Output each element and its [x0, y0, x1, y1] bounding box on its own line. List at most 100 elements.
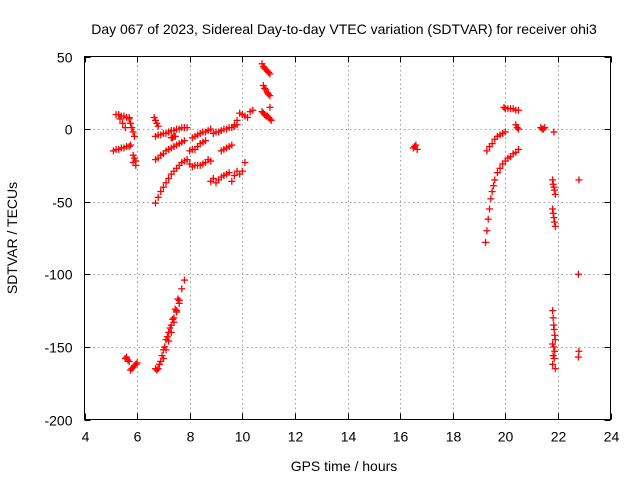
- data-point: [175, 299, 183, 307]
- data-point: [496, 164, 504, 172]
- data-point: [241, 158, 249, 166]
- data-point: [162, 346, 170, 354]
- data-point: [207, 125, 215, 133]
- data-point: [159, 355, 167, 363]
- y-tick-label: -150: [44, 340, 72, 356]
- series-arc-e5: [217, 141, 236, 155]
- data-point: [180, 137, 188, 145]
- data-point: [488, 140, 496, 148]
- data-point: [488, 188, 496, 196]
- data-point: [162, 179, 170, 187]
- data-point: [166, 324, 174, 332]
- data-point: [154, 193, 162, 201]
- data-point: [493, 169, 501, 177]
- data-point: [501, 128, 509, 136]
- y-axis-label: SDTVAR / TECUs: [4, 182, 20, 294]
- y-tick-label: -50: [52, 195, 72, 211]
- series-arc-k3: [549, 307, 559, 373]
- y-tick-label: -100: [44, 267, 72, 283]
- series-arc-e1: [183, 156, 215, 171]
- x-tick-label: 4: [82, 429, 90, 445]
- series-arc-d1: [152, 157, 188, 207]
- data-point: [228, 177, 236, 185]
- data-point: [119, 119, 127, 127]
- data-point: [413, 145, 421, 153]
- x-axis-label: GPS time / hours: [291, 458, 398, 474]
- y-axis: 50 0 -50 -100 -150 -200: [44, 50, 611, 429]
- data-point: [249, 106, 257, 114]
- series-arc-e4: [209, 121, 241, 137]
- series-arc-f1: [207, 169, 233, 187]
- data-point: [574, 353, 582, 361]
- data-point: [228, 141, 236, 149]
- data-point: [153, 366, 161, 374]
- series-arc-l1: [574, 176, 583, 361]
- data-point: [412, 141, 420, 149]
- data-point: [514, 145, 522, 153]
- data-point: [491, 176, 499, 184]
- data-point: [183, 124, 191, 132]
- data-point: [487, 195, 495, 203]
- series-arc-f3: [230, 106, 257, 129]
- data-point: [152, 199, 160, 207]
- data-point: [225, 169, 233, 177]
- data-point: [125, 115, 133, 123]
- data-point: [238, 167, 246, 175]
- series-arc-b1: [121, 353, 141, 374]
- data-point: [207, 157, 215, 165]
- series-arc-a5: [129, 151, 140, 169]
- data-point: [183, 156, 191, 164]
- data-point: [541, 124, 549, 132]
- data-point: [127, 141, 135, 149]
- data-point: [482, 238, 490, 246]
- data-point: [551, 222, 559, 230]
- data-point: [157, 188, 165, 196]
- x-tick-label: 24: [604, 429, 620, 445]
- gridlines: [84, 56, 611, 420]
- data-point: [180, 276, 188, 284]
- data-point: [514, 125, 522, 133]
- data-point: [209, 174, 217, 182]
- data-point: [551, 190, 559, 198]
- data-point: [514, 106, 522, 114]
- data-point: [550, 128, 558, 136]
- data-point: [265, 68, 273, 76]
- data-point: [486, 205, 494, 213]
- data-point: [489, 182, 497, 190]
- data-point: [550, 343, 558, 351]
- data-point: [549, 314, 557, 322]
- series-arc-k2: [549, 205, 559, 230]
- data-point: [116, 115, 124, 123]
- data-point: [484, 215, 492, 223]
- series-arc-d2: [152, 137, 188, 164]
- data-point: [550, 186, 558, 194]
- data-point: [266, 70, 274, 78]
- data-point: [233, 116, 241, 124]
- y-tick-label: 0: [65, 122, 73, 138]
- data-point: [483, 227, 491, 235]
- data-point: [163, 333, 171, 341]
- data-point: [266, 103, 274, 111]
- data-point: [265, 90, 273, 98]
- series-arc-d3: [150, 113, 162, 130]
- data-point: [132, 360, 140, 368]
- series-arc-g4: [266, 103, 274, 111]
- data-point: [133, 359, 141, 367]
- data-point: [267, 116, 275, 124]
- x-tick-label: 22: [551, 429, 567, 445]
- series-arc-g3: [258, 108, 275, 124]
- data-point: [124, 356, 132, 364]
- series-arc-h1: [409, 141, 421, 153]
- x-tick-label: 16: [393, 429, 409, 445]
- data-point: [173, 308, 181, 316]
- data-point: [551, 347, 559, 355]
- data-point: [230, 121, 238, 129]
- series-arc-k1: [549, 176, 559, 198]
- y-tick-label: 50: [57, 50, 73, 66]
- data-point: [550, 218, 558, 226]
- x-tick-label: 14: [341, 429, 357, 445]
- data-point: [266, 115, 274, 123]
- series-arc-d4: [152, 124, 191, 140]
- data-point: [549, 209, 557, 217]
